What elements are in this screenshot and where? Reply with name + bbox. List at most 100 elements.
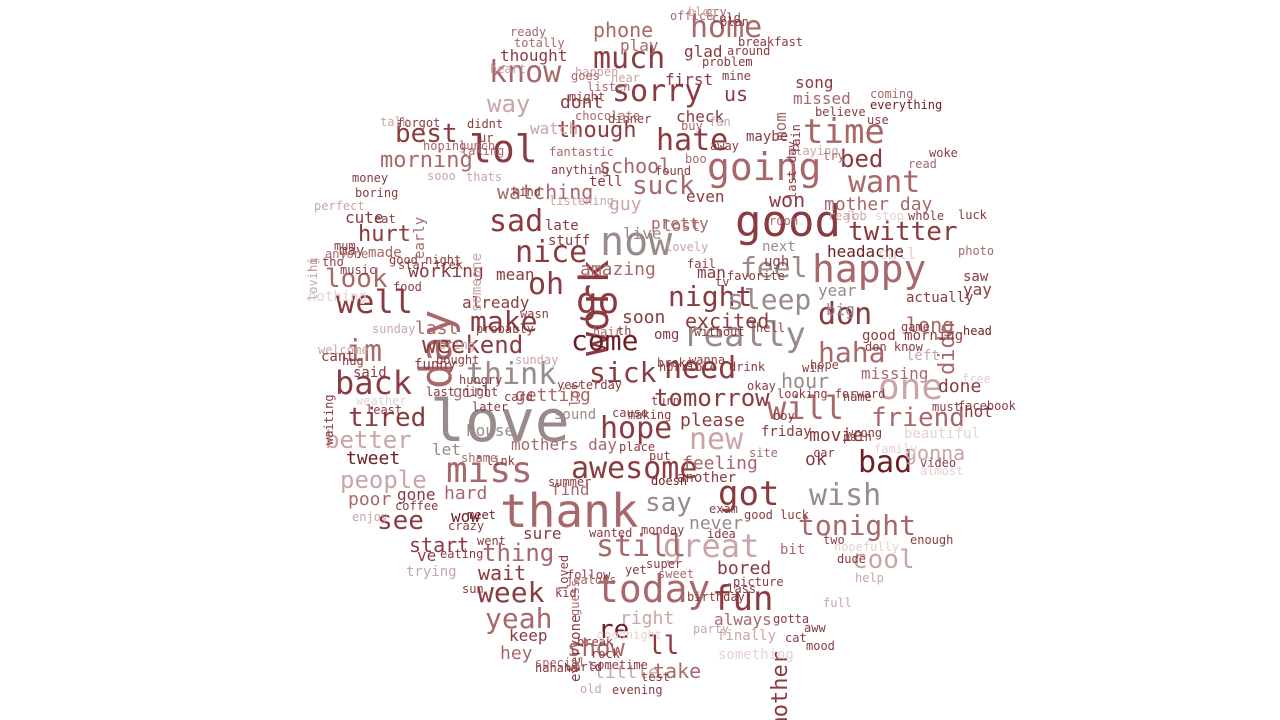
word-coffee: coffee (395, 499, 439, 513)
word-sorry: sorry (612, 74, 703, 109)
word-next: next (762, 239, 796, 255)
word-talk: talk (380, 115, 409, 129)
word-crazy: crazy (448, 519, 485, 533)
word-forgot: forgot (397, 116, 441, 130)
word-mum: mum (334, 239, 356, 253)
word-ve: ve (417, 546, 437, 565)
word-party: party (693, 622, 730, 636)
word-watch: watch (530, 119, 579, 138)
word-way: way (487, 90, 531, 118)
word-two: two (823, 533, 845, 547)
word-free: free (962, 372, 991, 386)
word-goodnight: goodnight (597, 628, 663, 642)
word-wait: wait (478, 561, 527, 585)
word-something: something (718, 647, 794, 663)
word-maybe: maybe (746, 129, 789, 145)
word-soon: soon (622, 307, 666, 328)
word-cool: cool (852, 545, 915, 575)
word-play: play (620, 36, 659, 55)
word-sun: sun (462, 582, 484, 596)
word-go: go (576, 281, 620, 322)
word-dont: dont (560, 92, 604, 113)
word-must: must (932, 400, 961, 414)
word-win: win (802, 361, 824, 375)
word-name: name (843, 390, 872, 404)
word-luck: luck (958, 208, 987, 222)
word-find: find (551, 480, 590, 499)
word-year: year (818, 281, 857, 300)
word-real: real (828, 209, 857, 223)
word-facebook: facebook (958, 399, 1016, 413)
word-family: family (874, 442, 918, 456)
word-bad: bad (858, 445, 913, 480)
word-home: home (690, 10, 763, 45)
word-break: break (577, 635, 614, 649)
word-th: th (617, 324, 632, 338)
word-bit: bit (780, 542, 806, 558)
word-hour: hour (781, 369, 830, 393)
word-lost: lost (662, 216, 701, 235)
word-missing: missing (861, 364, 929, 383)
word-look: look (325, 264, 388, 294)
word-please: please (680, 410, 746, 431)
word-school: school (599, 154, 672, 178)
word-lovely: lovely (665, 240, 709, 254)
word-put: put (649, 449, 671, 463)
word-haha: haha (818, 336, 886, 369)
word-dude: dude (837, 552, 866, 566)
word-right: right (620, 608, 675, 629)
word-us: us (724, 82, 749, 106)
word-wish: wish (809, 478, 882, 513)
word-coming: coming (870, 87, 914, 101)
word-stuff: stuff (548, 233, 591, 249)
word-kid: kid (555, 586, 577, 600)
word-job: job (845, 209, 867, 223)
word-weekend: weekend (422, 331, 524, 359)
word-went: went (477, 534, 506, 548)
word-sooo: sooo (427, 169, 456, 183)
word-wanna: wanna (689, 353, 726, 367)
word-welcome: welcome (318, 343, 369, 357)
word-probably: probably (476, 322, 534, 336)
word-last: last (415, 318, 459, 339)
word-sleep: sleep (727, 283, 812, 316)
word-phone: phone (593, 18, 654, 42)
word-omg: omg (654, 327, 680, 343)
word-tonight: tonight (798, 509, 917, 542)
word-taking: taking (461, 144, 505, 158)
word-bought: bought (436, 353, 480, 367)
word-nothing: nothing (308, 289, 368, 305)
word-hear: hear (611, 71, 640, 85)
word-follow: follow (567, 568, 611, 582)
word-class: class (720, 582, 757, 596)
word-missed: missed (793, 89, 851, 108)
word-thats: thats (466, 170, 503, 184)
word-fantastic: fantastic (549, 145, 615, 159)
word-sunday: sunday (515, 353, 559, 367)
word-hope: hope (600, 411, 673, 446)
word-head: head (963, 324, 992, 338)
word-wrong: wrong (846, 426, 883, 440)
word-oh: oh (528, 267, 565, 302)
word-found: found (655, 164, 692, 178)
word-mean: mean (496, 265, 535, 284)
word-plan: plan (720, 15, 749, 29)
word-didnt: didnt (467, 117, 504, 131)
word-happy: happy (812, 247, 927, 291)
word-help: help (855, 571, 884, 585)
word-left: left (906, 348, 940, 364)
word-listen: listen (587, 80, 631, 94)
word-now: now (600, 219, 673, 265)
word-try: try (823, 149, 845, 163)
word-waiting: waiting (322, 394, 336, 446)
word-house: house (466, 421, 515, 440)
word-horrible: horrible (659, 360, 717, 374)
word-yeah: yeah (485, 602, 553, 635)
word-late: late (545, 218, 579, 234)
word-yay: yay (963, 280, 992, 299)
word-new: new (689, 422, 744, 457)
word-ugh: ugh (764, 254, 790, 270)
word-fail: fail (687, 257, 716, 271)
word-im: im (346, 334, 383, 369)
word-never: never (689, 513, 744, 534)
